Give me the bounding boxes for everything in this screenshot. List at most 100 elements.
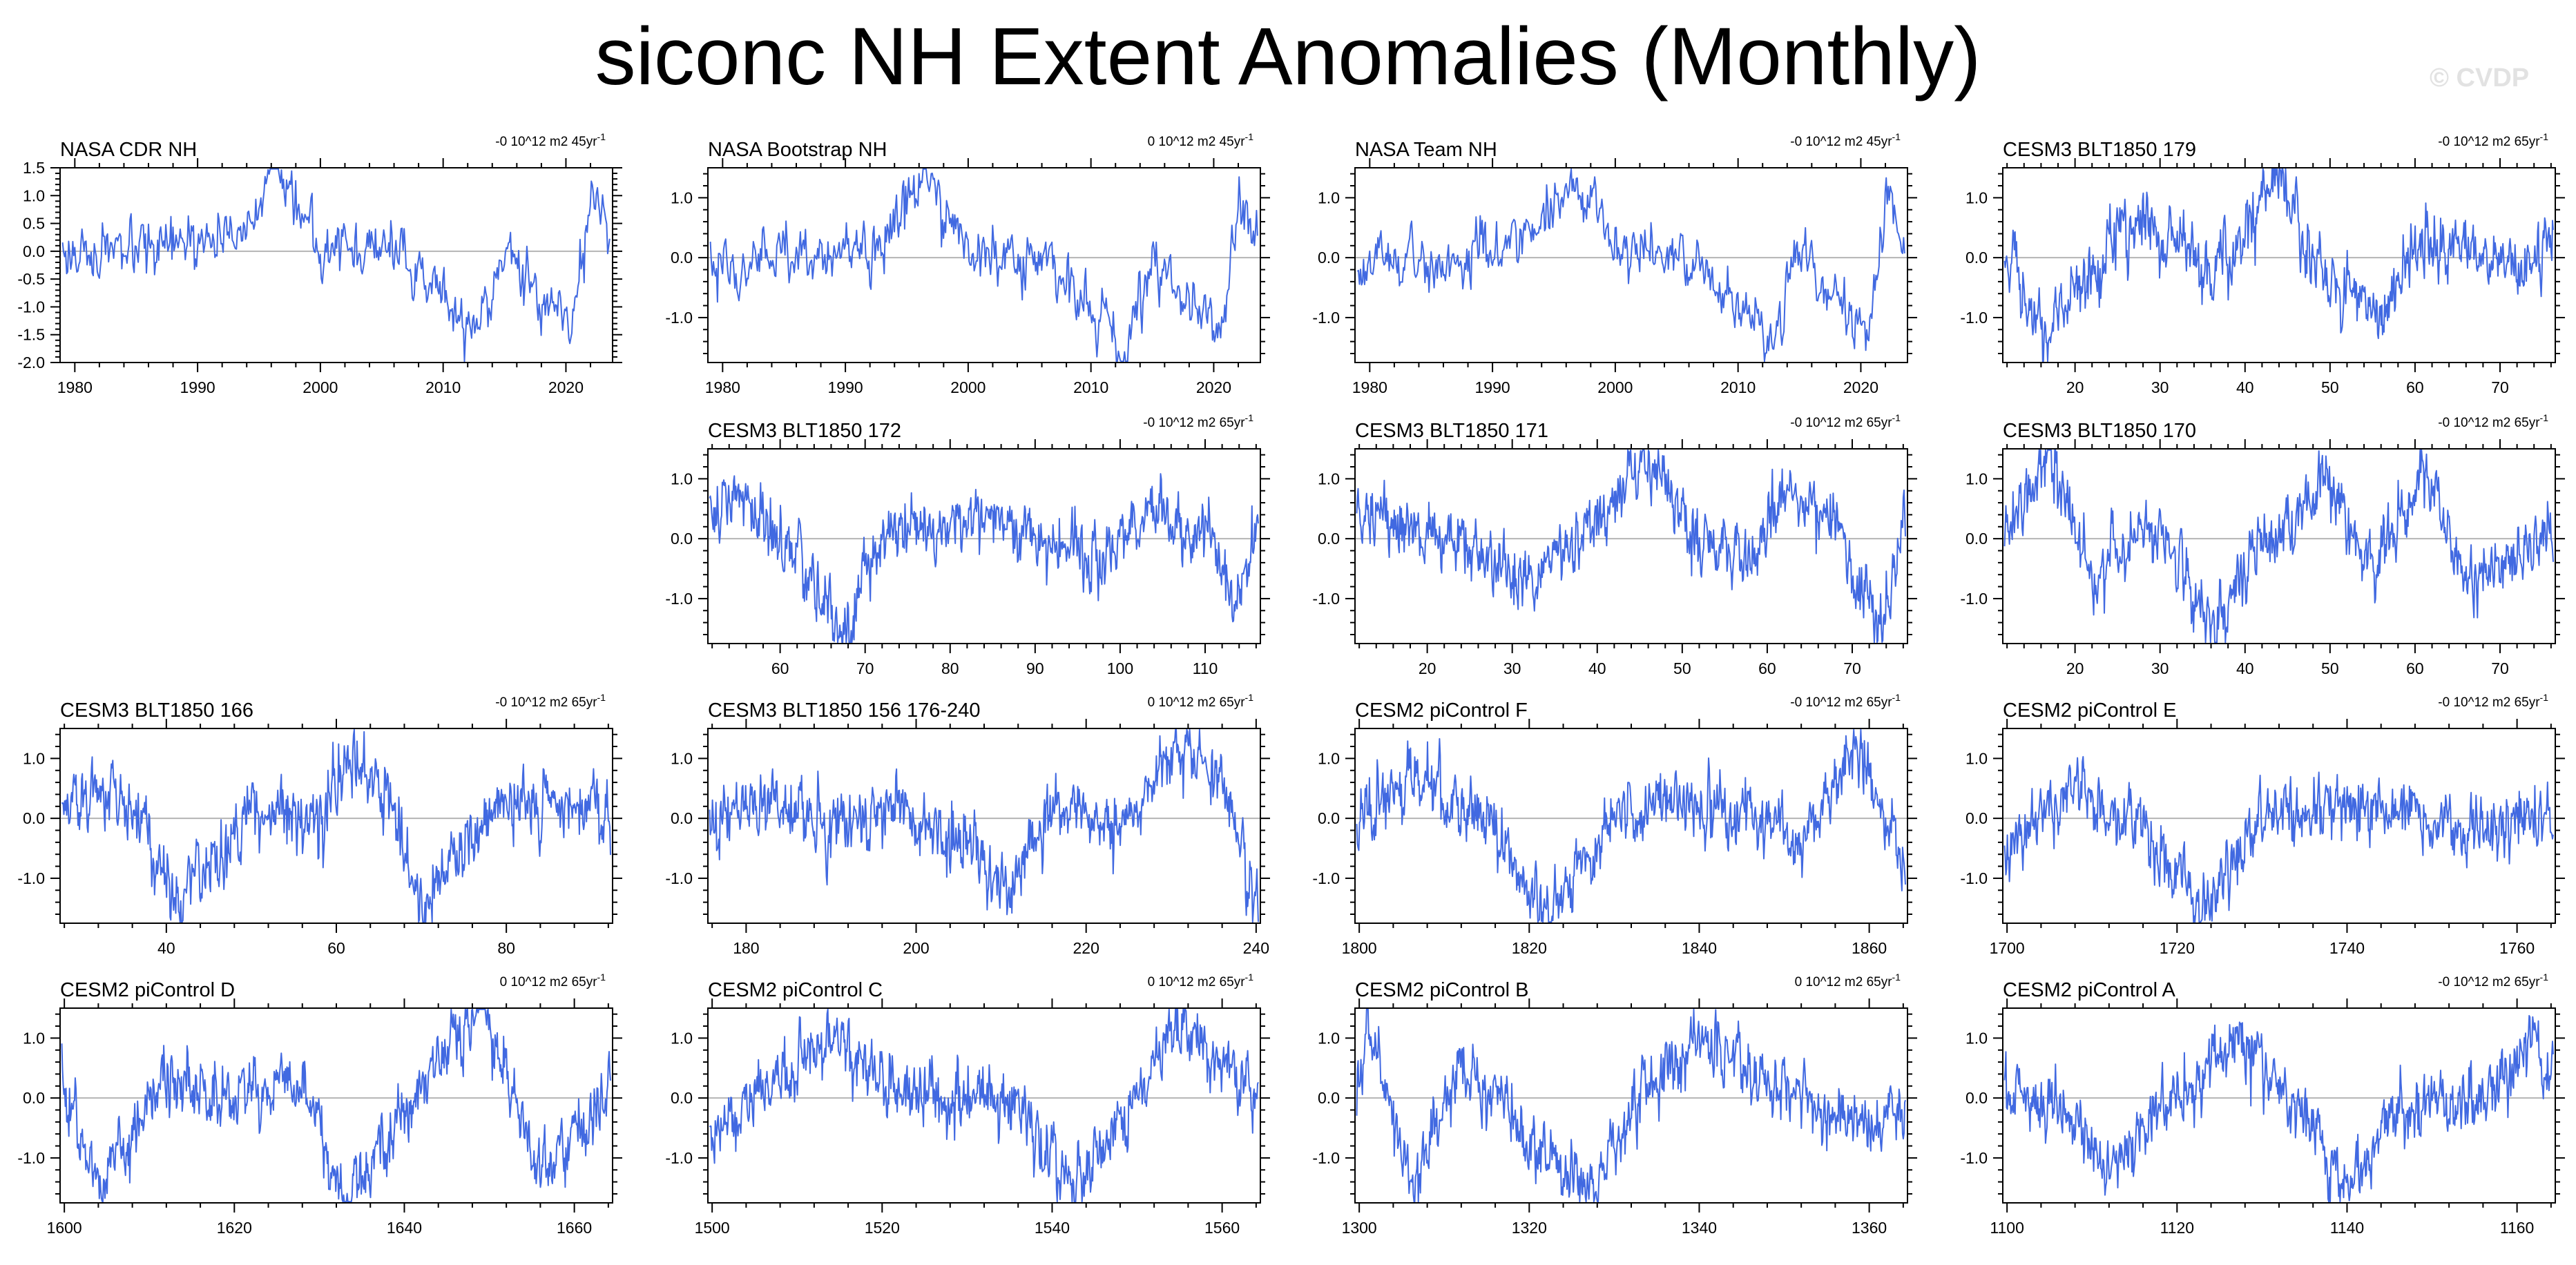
x-tick-label: 2000 bbox=[302, 378, 338, 396]
panel-cesm3-171: CESM3 BLT1850 171 -0 10^12 m2 65yr-1 20 30 4… bbox=[1312, 412, 1917, 677]
series-line bbox=[709, 473, 1259, 644]
y-tick-label: 0.0 bbox=[671, 1089, 693, 1107]
x-tick-label: 40 bbox=[1588, 659, 1606, 677]
y-tick-label: 0.0 bbox=[1965, 1089, 1988, 1107]
x-tick-label: 1660 bbox=[557, 1219, 592, 1237]
series-line bbox=[2003, 168, 2554, 363]
panel-trend-label: 0 10^12 m2 65yr-1 bbox=[1148, 692, 1254, 710]
panel-title: CESM2 piControl C bbox=[708, 979, 883, 1001]
x-tick-label: 220 bbox=[1073, 939, 1099, 957]
y-tick-label: 1.0 bbox=[1965, 1029, 1988, 1047]
x-tick-label: 20 bbox=[2066, 659, 2084, 677]
series-line bbox=[61, 1008, 611, 1203]
plot-frame bbox=[59, 728, 613, 924]
y-tick-label: -1.0 bbox=[1960, 1149, 1988, 1167]
x-tick-label: 1600 bbox=[47, 1219, 82, 1237]
x-tick-label: 1540 bbox=[1035, 1219, 1070, 1237]
x-tick-label: 1520 bbox=[865, 1219, 900, 1237]
y-tick-label: 0.0 bbox=[671, 249, 693, 267]
y-tick-label: 0.0 bbox=[1965, 530, 1988, 548]
x-tick-label: 1820 bbox=[1512, 939, 1547, 957]
y-tick-label: 0.0 bbox=[1318, 530, 1340, 548]
x-tick-label: 1990 bbox=[180, 378, 215, 396]
panel-cesm3-170: CESM3 BLT1850 170 -0 10^12 m2 65yr-1 20 30 4… bbox=[1960, 412, 2565, 677]
series-line bbox=[1356, 449, 1906, 644]
plot-frame bbox=[1354, 167, 1908, 363]
y-tick-label: -1.0 bbox=[1312, 590, 1340, 608]
x-tick-label: 1160 bbox=[2500, 1219, 2534, 1237]
x-tick-label: 70 bbox=[1843, 659, 1861, 677]
panel-trend-label: -0 10^12 m2 65yr-1 bbox=[2438, 412, 2548, 430]
y-tick-label: -1.0 bbox=[1312, 869, 1340, 887]
x-tick-label: 2010 bbox=[1073, 378, 1108, 396]
panel-title: NASA CDR NH bbox=[60, 139, 197, 161]
panel-trend-label: -0 10^12 m2 65yr-1 bbox=[1143, 412, 1253, 430]
panel-nasa-bootstrap: NASA Bootstrap NH 0 10^12 m2 45yr-1 1980 19… bbox=[665, 131, 1270, 396]
panel-title: CESM3 BLT1850 170 bbox=[2003, 420, 2196, 442]
panel-trend-label: -0 10^12 m2 65yr-1 bbox=[1790, 692, 1901, 710]
y-tick-label: -1.0 bbox=[665, 590, 693, 608]
panel-trend-label: -0 10^12 m2 65yr-1 bbox=[2438, 972, 2548, 989]
y-tick-label: 1.0 bbox=[1318, 189, 1340, 206]
plot-frame bbox=[2002, 448, 2556, 644]
panel-trend-label: -0 10^12 m2 45yr-1 bbox=[495, 131, 606, 149]
x-tick-label: 60 bbox=[771, 659, 789, 677]
x-tick-label: 1120 bbox=[2160, 1219, 2194, 1237]
y-tick-label: 1.5 bbox=[23, 159, 45, 177]
series-line bbox=[61, 728, 611, 923]
y-tick-label: 0.0 bbox=[671, 530, 693, 548]
x-tick-label: 1980 bbox=[1352, 378, 1387, 396]
y-tick-label: 1.0 bbox=[1965, 189, 1988, 206]
panel-title: CESM2 piControl A bbox=[2003, 979, 2175, 1001]
x-tick-label: 2010 bbox=[425, 378, 461, 396]
y-tick-label: -1.0 bbox=[1312, 1149, 1340, 1167]
series-line bbox=[709, 168, 1258, 363]
x-tick-label: 50 bbox=[2321, 659, 2339, 677]
y-tick-label: 0.0 bbox=[1318, 809, 1340, 827]
x-tick-label: 1840 bbox=[1682, 939, 1717, 957]
x-tick-label: 1720 bbox=[2160, 939, 2195, 957]
panel-title: CESM3 BLT1850 171 bbox=[1355, 420, 1548, 442]
x-tick-label: 180 bbox=[733, 939, 759, 957]
x-tick-label: 1700 bbox=[1990, 939, 2025, 957]
y-tick-label: 0.0 bbox=[1318, 1089, 1340, 1107]
y-tick-label: 1.0 bbox=[1965, 470, 1988, 487]
panel-trend-label: -0 10^12 m2 65yr-1 bbox=[495, 692, 606, 710]
y-tick-label: -1.0 bbox=[17, 298, 45, 316]
x-tick-label: 240 bbox=[1243, 939, 1269, 957]
series-line bbox=[1356, 728, 1906, 923]
x-tick-label: 1980 bbox=[57, 378, 93, 396]
panel-trend-label: -0 10^12 m2 65yr-1 bbox=[2438, 131, 2548, 149]
x-tick-label: 1990 bbox=[828, 378, 863, 396]
x-tick-label: 1860 bbox=[1852, 939, 1887, 957]
figure-title: siconc NH Extent Anomalies (Monthly) bbox=[595, 11, 1981, 102]
y-tick-label: -1.0 bbox=[665, 309, 693, 327]
panel-cesm2-e: CESM2 piControl E -0 10^12 m2 65yr-1 1700 1… bbox=[1960, 692, 2565, 957]
x-tick-label: 50 bbox=[1673, 659, 1691, 677]
x-tick-label: 1800 bbox=[1342, 939, 1377, 957]
panel-trend-label: 0 10^12 m2 45yr-1 bbox=[1148, 131, 1254, 149]
x-tick-label: 90 bbox=[1026, 659, 1044, 677]
y-tick-label: 1.0 bbox=[23, 1029, 45, 1047]
x-tick-label: 2000 bbox=[1597, 378, 1633, 396]
y-tick-label: -1.0 bbox=[1312, 309, 1340, 327]
panel-nasa-team: NASA Team NH -0 10^12 m2 45yr-1 1980 1990 20… bbox=[1312, 131, 1917, 396]
panel-title: CESM3 BLT1850 172 bbox=[708, 420, 901, 442]
x-tick-label: 200 bbox=[903, 939, 929, 957]
panel-title: CESM3 BLT1850 179 bbox=[2003, 139, 2196, 161]
y-tick-label: -2.0 bbox=[17, 354, 45, 371]
y-tick-label: -0.5 bbox=[17, 270, 45, 288]
panel-cesm3-179: CESM3 BLT1850 179 -0 10^12 m2 65yr-1 20 30 4… bbox=[1960, 131, 2565, 396]
panel-title: CESM2 piControl E bbox=[2003, 699, 2176, 722]
panel-title: CESM2 piControl D bbox=[60, 979, 235, 1001]
panel-cesm3-166: CESM3 BLT1850 166 -0 10^12 m2 65yr-1 40 60 8… bbox=[17, 692, 622, 957]
y-tick-label: 1.0 bbox=[671, 189, 693, 206]
x-tick-label: 60 bbox=[2406, 378, 2424, 396]
plot-frame bbox=[1354, 728, 1908, 924]
panel-nasa-cdr: NASA CDR NH -0 10^12 m2 45yr-1 1980 1990 200… bbox=[17, 131, 622, 396]
panel-cesm2-f: CESM2 piControl F -0 10^12 m2 65yr-1 1800 1… bbox=[1312, 692, 1917, 957]
plot-frame bbox=[707, 167, 1261, 363]
x-tick-label: 50 bbox=[2321, 378, 2339, 396]
x-tick-label: 30 bbox=[1503, 659, 1521, 677]
